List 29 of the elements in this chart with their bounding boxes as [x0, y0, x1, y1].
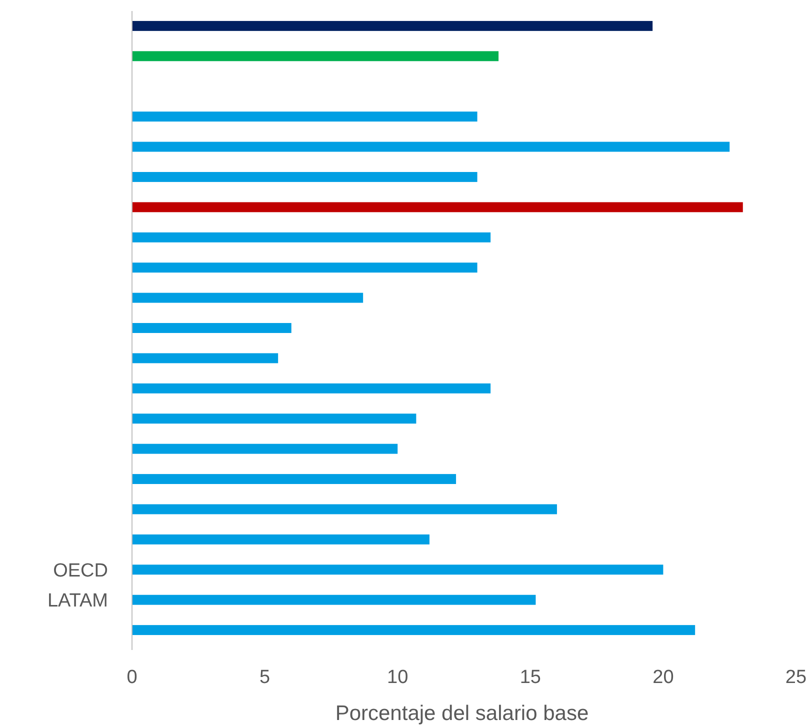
bar: [132, 534, 430, 544]
bar: [132, 112, 478, 122]
bar: [132, 292, 364, 303]
bar: [132, 444, 398, 454]
bar: [132, 262, 478, 273]
x-tick-label: 20: [652, 667, 674, 688]
bar: [132, 594, 536, 605]
y-tick-label: LATAM: [47, 590, 108, 612]
bar: [132, 625, 696, 636]
bar: [132, 504, 557, 514]
bar: [132, 172, 478, 182]
x-tick-label: 0: [126, 667, 138, 688]
bar: [132, 414, 416, 424]
bar: [132, 383, 491, 394]
x-tick-label: 5: [260, 667, 270, 688]
bar: [132, 353, 278, 364]
bar: [132, 564, 664, 575]
bar: [132, 20, 653, 31]
x-tick-label: 10: [387, 667, 408, 688]
bar: [132, 323, 292, 333]
x-tick-label: 15: [520, 667, 541, 688]
bar: [132, 232, 491, 242]
x-axis-title: Porcentaje del salario base: [335, 702, 589, 725]
bar: [132, 142, 730, 152]
bar: [132, 474, 456, 484]
bar: [132, 202, 743, 212]
x-tick-label: 25: [785, 667, 807, 688]
y-tick-label: OECD: [53, 560, 108, 582]
bar: [132, 51, 499, 62]
